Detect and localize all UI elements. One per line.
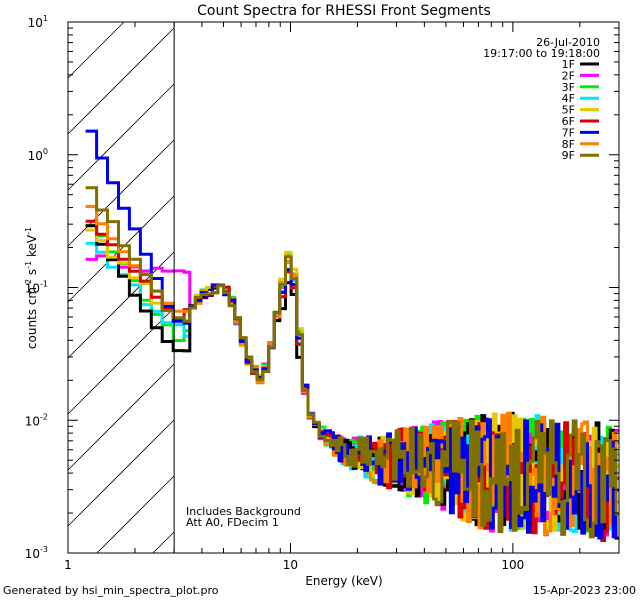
hatch-line — [67, 139, 175, 247]
y-axis-label-exp-cm: -2 — [24, 279, 33, 287]
chart-title: Count Spectra for RHESSI Front Segments — [197, 3, 491, 19]
footer-timestamp: 15-Apr-2023 23:00 — [533, 584, 636, 597]
x-tick-label: 10 — [283, 558, 298, 572]
y-tick-label: 100 — [28, 147, 48, 163]
series-lines — [85, 129, 619, 542]
y-axis-label: counts cm-2 s-1 keV-1 — [24, 227, 39, 349]
legend-label: 1F — [562, 58, 575, 71]
y-tick-label: 101 — [28, 14, 48, 30]
y-axis-label-exp-kev: -1 — [24, 227, 33, 235]
legend-label: 6F — [562, 115, 575, 128]
y-tick-label: 10-1 — [25, 280, 48, 296]
legend-label: 7F — [562, 126, 575, 139]
legend-label: 4F — [562, 92, 575, 105]
legend-label: 9F — [562, 149, 575, 162]
hatch-line — [67, 21, 125, 79]
attenuator-note: Att A0, FDecim 1 — [186, 516, 279, 529]
y-axis-label-exp-s: -1 — [24, 261, 33, 269]
excluded-energy-hatch — [67, 21, 175, 554]
hatch-line — [67, 363, 175, 471]
hatch-line — [67, 419, 175, 527]
y-tick-label: 10-3 — [25, 545, 48, 561]
hatch-line — [67, 27, 175, 135]
hatch-line — [67, 307, 175, 415]
hatch-line — [152, 531, 175, 554]
y-tick-label: 10-2 — [25, 412, 48, 428]
hatch-line — [67, 83, 175, 191]
time-range-label: 19:17:00 to 19:18:00 — [483, 47, 600, 60]
series-line-9F — [85, 186, 619, 539]
y-axis-ticks — [68, 21, 619, 554]
footer-generated-by: Generated by hsi_min_spectra_plot.pro — [3, 584, 219, 597]
legend-label: 8F — [562, 138, 575, 151]
x-axis-tick-labels: 1 10 100 — [64, 558, 524, 572]
y-axis-label-s: s — [25, 269, 39, 279]
x-tick-label: 1 — [64, 558, 72, 572]
x-tick-label: 100 — [501, 558, 524, 572]
x-axis-label: Energy (keV) — [305, 574, 382, 588]
x-axis-ticks — [67, 22, 620, 553]
legend-label: 5F — [562, 104, 575, 117]
legend-label: 2F — [562, 69, 575, 82]
y-axis-label-unit: counts cm — [25, 287, 39, 349]
date-label: 26-Jul-2010 — [536, 36, 600, 49]
hatch-line — [67, 195, 175, 303]
hatch-line — [96, 475, 175, 554]
y-axis-tick-labels: 10-3 10-2 10-1 100 101 — [25, 14, 48, 561]
background-note: Includes Background — [186, 505, 301, 518]
y-axis-label-kev: keV — [25, 234, 39, 261]
legend-label: 3F — [562, 81, 575, 94]
